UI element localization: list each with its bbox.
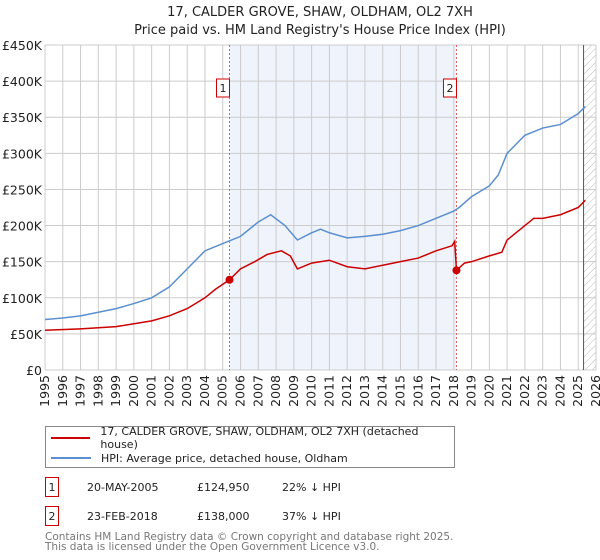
x-tick-label: 2009 [286,375,301,407]
shaded-period [229,45,457,370]
transaction-price: £124,950 [197,480,250,494]
x-tick-label: 2006 [233,375,248,407]
legend-blue-line [51,457,91,459]
x-tick-label: 2002 [161,375,176,407]
x-tick-label: 2015 [392,375,407,407]
sale-marker-box [442,78,457,98]
sale-marker-label: 1 [219,82,226,95]
legend-hpi: HPI: Average price, detached house, Oldh… [101,451,348,465]
marker-badge: 1 [45,477,59,497]
x-tick-label: 2011 [321,375,336,407]
x-tick-label: 2007 [250,375,265,407]
x-tick-label: 1999 [108,375,123,407]
x-tick-label: 2010 [304,375,319,407]
x-tick-label: 2013 [357,375,372,407]
x-tick-label: 2018 [446,375,461,407]
x-tick-label: 2005 [215,375,230,407]
transaction-date: 23-FEB-2018 [87,509,158,523]
y-tick-label: £250K [2,182,43,197]
y-tick-label: £450K [2,38,43,53]
transaction-row: 2 23-FEB-2018 £138,000 37% ↓ HPI [45,506,341,526]
y-tick-label: £100K [2,291,43,306]
x-tick-label: 2001 [144,375,159,407]
footer-line: Contains HM Land Registry data © Crown c… [45,531,454,543]
x-tick-label: 2025 [570,375,585,407]
chart-subtitle: Price paid vs. HM Land Registry's House … [134,23,506,38]
x-tick-label: 2016 [410,375,425,407]
x-tick-label: 2017 [428,375,443,407]
footer-line: This data is licensed under the Open Gov… [45,541,380,553]
legend-property: 17, CALDER GROVE, SHAW, OLDHAM, OL2 7XH … [100,425,419,451]
price-chart: 17, CALDER GROVE, SHAW, OLDHAM, OL2 7XH … [2,5,600,407]
sale-marker-label: 2 [446,82,453,95]
property-line [44,199,586,332]
x-tick-label: 2026 [588,375,600,407]
x-tick-label: 2014 [375,375,390,407]
y-tick-label: £200K [2,219,43,234]
x-tick-label: 2000 [126,375,141,407]
legend-red-line [51,437,91,439]
transaction-row: 1 20-MAY-2005 £124,950 22% ↓ HPI [45,477,341,497]
x-tick-label: 2012 [339,375,354,407]
x-tick-label: 2019 [464,375,479,407]
x-tick-label: 2024 [552,375,567,407]
x-tick-label: 2022 [517,375,532,407]
y-tick-label: £150K [2,255,43,270]
sale-marker-box [215,78,230,98]
marker-badge: 2 [45,506,59,526]
x-tick-label: 1997 [73,375,88,407]
transaction-date: 20-MAY-2005 [87,480,159,494]
transaction-hpi: 22% ↓ HPI [282,480,341,494]
x-tick-label: 2023 [535,375,550,407]
x-tick-label: 1995 [37,375,52,407]
x-tick-label: 1998 [90,375,105,407]
transaction-hpi: 37% ↓ HPI [282,509,341,523]
y-tick-label: £0 [26,363,42,378]
sale-point [452,266,461,275]
chart-title: 17, CALDER GROVE, SHAW, OLDHAM, OL2 7XH [167,5,473,20]
transaction-price: £138,000 [197,509,250,523]
footer: Contains HM Land Registry data © Crown c… [45,531,454,553]
y-tick-label: £400K [2,74,43,89]
x-tick-label: 2008 [268,375,283,407]
hpi-line [44,105,586,321]
y-tick-label: £50K [10,327,43,342]
x-tick-label: 2020 [481,375,496,407]
forecast-hatch [583,45,596,370]
y-tick-label: £300K [2,146,43,161]
y-tick-label: £350K [2,110,43,125]
legend: 17, CALDER GROVE, SHAW, OLDHAM, OL2 7XH … [45,425,455,468]
x-tick-label: 2003 [179,375,194,407]
x-tick-label: 2004 [197,375,212,407]
sale-point [225,275,234,284]
x-tick-label: 2021 [499,375,514,407]
x-tick-label: 1996 [55,375,70,407]
